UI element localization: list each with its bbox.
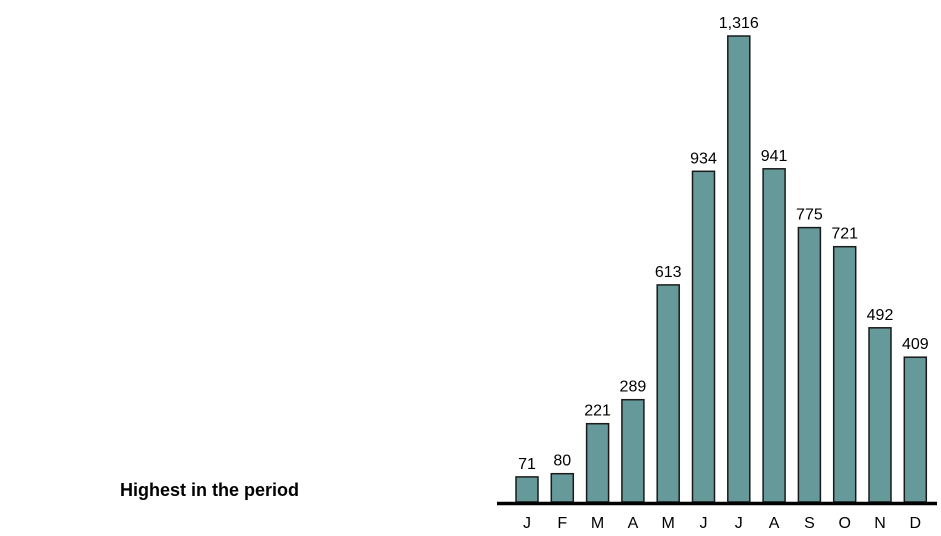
bar-7 — [762, 168, 786, 503]
bar-3 — [621, 398, 645, 503]
bar-value-label-1: 80 — [553, 453, 571, 470]
chart-annotation: Highest in the period — [120, 480, 300, 500]
x-tick-label-7: A — [769, 515, 780, 532]
x-tick-label-0: J — [523, 515, 531, 532]
bar-4 — [656, 284, 680, 503]
bar-value-label-7: 941 — [761, 148, 788, 165]
bar-value-label-4: 613 — [655, 264, 682, 281]
x-tick-label-9: O — [838, 515, 850, 532]
bar-11 — [903, 356, 928, 503]
bar-10 — [868, 327, 892, 503]
x-tick-label-4: M — [662, 515, 675, 532]
bar-value-label-8: 775 — [796, 207, 823, 224]
x-tick-label-1: F — [557, 515, 567, 532]
bar-5 — [691, 170, 716, 503]
bar-value-label-9: 721 — [831, 226, 858, 243]
bar-value-label-0: 71 — [518, 456, 536, 473]
x-tick-label-6: J — [735, 515, 743, 532]
bar-6 — [727, 35, 751, 503]
x-tick-label-2: M — [591, 515, 604, 532]
x-tick-label-5: J — [700, 515, 708, 532]
bar-value-label-10: 492 — [867, 307, 894, 324]
bar-value-label-3: 289 — [620, 379, 647, 396]
x-tick-label-11: D — [910, 515, 922, 532]
bar-8 — [797, 226, 822, 503]
bars-group — [515, 35, 928, 503]
bar-9 — [832, 245, 857, 503]
bar-1 — [550, 472, 575, 503]
x-tick-label-10: N — [874, 515, 886, 532]
x-tick-label-8: S — [804, 515, 815, 532]
bar-value-label-6: 1,316 — [719, 15, 759, 32]
bar-value-label-5: 934 — [690, 150, 717, 167]
x-tick-label-3: A — [628, 515, 639, 532]
value-labels-group: 71 80 221 289 613 934 1,316 941 775 721 492 409 — [518, 15, 929, 473]
bar-0 — [515, 476, 539, 503]
bar-value-label-11: 409 — [902, 336, 929, 353]
bar-value-label-2: 221 — [584, 403, 611, 420]
bar-2 — [585, 422, 610, 503]
